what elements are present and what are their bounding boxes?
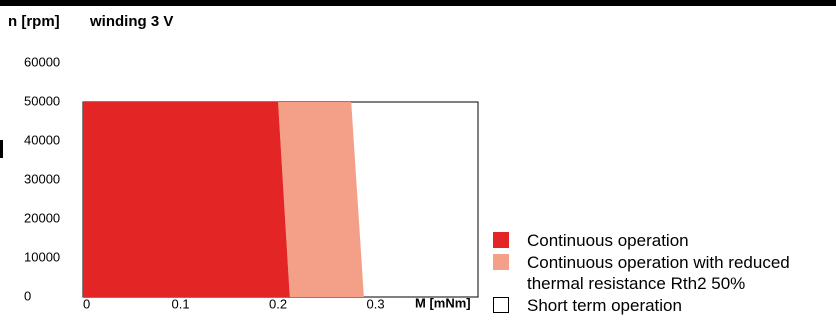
legend-swatch xyxy=(493,297,509,313)
y-tick-label: 60000 xyxy=(24,54,60,69)
area xyxy=(83,102,290,297)
edge-mark xyxy=(0,140,3,158)
chart-title: winding 3 V xyxy=(89,13,173,30)
x-axis-label: M [mNm] xyxy=(415,295,471,310)
y-axis-label: n [rpm] xyxy=(8,13,60,30)
top-bar xyxy=(0,0,836,6)
legend: Continuous operation Continuous operation… xyxy=(493,230,833,317)
legend-item: Continuous operation xyxy=(493,230,833,251)
legend-item: Short term operation xyxy=(493,295,833,316)
x-tick-label: 0.1 xyxy=(171,296,189,311)
area xyxy=(278,102,364,297)
legend-label: Short term operation xyxy=(527,296,682,315)
y-tick-label: 30000 xyxy=(24,171,60,186)
y-tick-label: 40000 xyxy=(24,132,60,147)
y-tick-label: 0 xyxy=(24,288,31,303)
x-tick-label: 0.3 xyxy=(367,296,385,311)
legend-label: Continuous operation xyxy=(527,231,689,250)
legend-swatch xyxy=(493,254,509,270)
y-tick-label: 20000 xyxy=(24,210,60,225)
legend-swatch xyxy=(493,232,509,248)
y-tick-label: 10000 xyxy=(24,249,60,264)
x-tick-label: 0 xyxy=(83,296,90,311)
x-tick-label: 0.2 xyxy=(269,296,287,311)
y-tick-label: 50000 xyxy=(24,93,60,108)
legend-label: Continuous operation with reduced therma… xyxy=(527,253,790,293)
legend-item: Continuous operation with reduced therma… xyxy=(493,252,833,294)
